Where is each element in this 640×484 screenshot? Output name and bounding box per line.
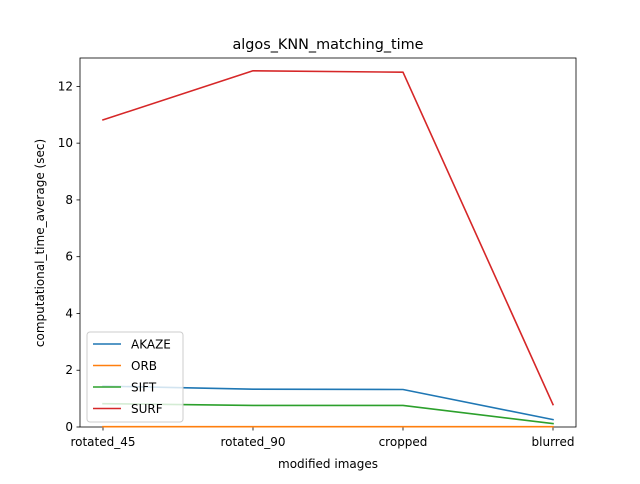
y-tick-label: 12	[58, 79, 73, 93]
y-tick-label: 2	[65, 363, 73, 377]
y-tick-label: 8	[65, 193, 73, 207]
y-tick-label: 6	[65, 250, 73, 264]
legend-label: SIFT	[131, 381, 157, 395]
legend-box	[86, 331, 184, 423]
x-tick-label: rotated_90	[220, 435, 285, 449]
x-tick-label: cropped	[379, 435, 428, 449]
legend-label: AKAZE	[131, 338, 171, 352]
y-axis-label: computational_time_average (sec)	[33, 139, 47, 347]
y-tick-label: 4	[65, 306, 73, 320]
x-tick-label: blurred	[532, 435, 575, 449]
x-axis-label: modified images	[278, 457, 378, 471]
y-tick-label: 0	[65, 420, 73, 434]
series-line-surf	[101, 70, 555, 406]
y-tick-label: 10	[58, 136, 73, 150]
chart-title: algos_KNN_matching_time	[232, 37, 423, 53]
plot-area: 0 2 4 6 8 10 12 rotated_45 rotated_90 cropped blur…	[58, 57, 577, 449]
legend-label: SURF	[131, 402, 163, 416]
legend-label: ORB	[131, 359, 157, 373]
x-tick-label: rotated_45	[70, 435, 135, 449]
